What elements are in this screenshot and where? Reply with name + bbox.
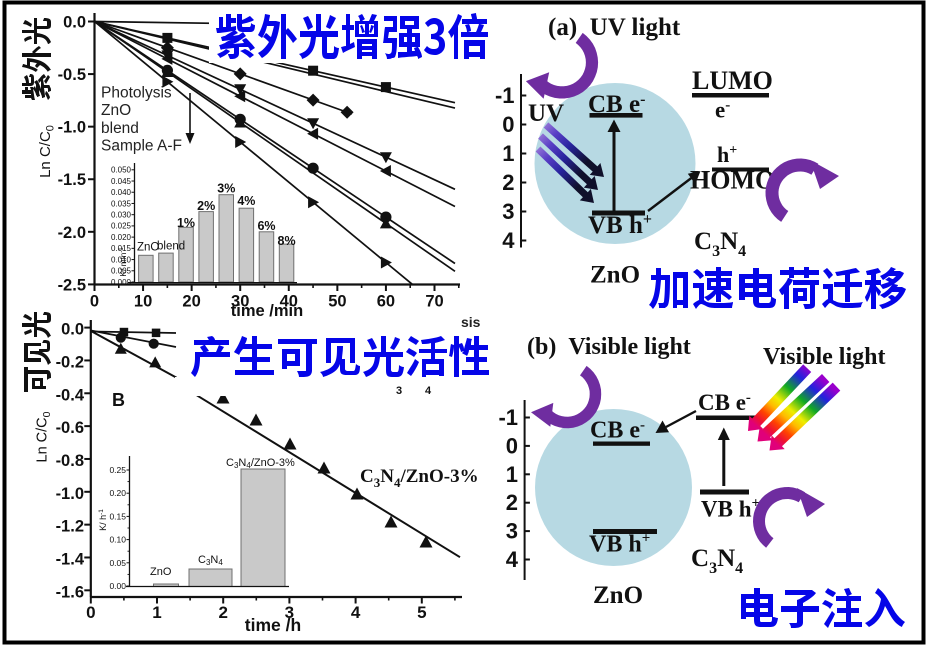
svg-text:0.045: 0.045	[111, 177, 132, 186]
svg-text:3: 3	[506, 519, 518, 544]
svg-text:6%: 6%	[257, 219, 275, 233]
svg-text:ZnO: ZnO	[593, 582, 643, 609]
svg-text:Ln C/C0: Ln C/C0	[37, 125, 57, 178]
svg-text:1%: 1%	[177, 216, 195, 230]
svg-text:HOMO: HOMO	[690, 166, 775, 195]
svg-text:1: 1	[506, 462, 518, 487]
svg-text:Visible light: Visible light	[763, 344, 885, 370]
svg-text:B: B	[112, 390, 125, 410]
svg-text:0.050: 0.050	[111, 166, 132, 175]
svg-text:0.05: 0.05	[109, 558, 126, 568]
svg-text:40: 40	[280, 293, 298, 311]
svg-text:(b) Visible light: (b) Visible light	[527, 334, 691, 360]
svg-text:ZnO: ZnO	[590, 262, 640, 289]
svg-text:Sample A-F: Sample A-F	[101, 138, 182, 155]
svg-text:ZnO: ZnO	[150, 566, 172, 578]
svg-text:0.20: 0.20	[109, 488, 126, 498]
svg-text:-2.5: -2.5	[58, 276, 86, 294]
svg-text:-0.8: -0.8	[56, 452, 84, 470]
svg-text:-1: -1	[495, 83, 515, 108]
svg-text:50: 50	[328, 293, 346, 311]
svg-text:-0.4: -0.4	[56, 386, 85, 404]
svg-text:C3N4/ZnO-3%: C3N4/ZnO-3%	[226, 457, 295, 470]
svg-text:0: 0	[506, 433, 518, 458]
svg-text:-1: -1	[498, 405, 518, 430]
svg-text:ZnO: ZnO	[101, 102, 131, 119]
svg-text:3%: 3%	[217, 182, 235, 196]
svg-text:3: 3	[502, 199, 514, 224]
svg-text:-1.2: -1.2	[56, 518, 84, 536]
svg-text:-1.6: -1.6	[56, 583, 84, 601]
svg-text:-0.5: -0.5	[58, 66, 86, 84]
svg-text:C3N4: C3N4	[198, 554, 223, 567]
svg-text:20: 20	[182, 293, 200, 311]
svg-text:10: 10	[134, 293, 152, 311]
svg-text:4: 4	[506, 547, 519, 572]
svg-text:0.000: 0.000	[111, 278, 132, 287]
svg-text:blend: blend	[101, 120, 139, 137]
svg-text:CB e-: CB e-	[698, 390, 751, 415]
svg-text:60: 60	[377, 293, 395, 311]
svg-text:0: 0	[86, 603, 95, 622]
svg-text:time /h: time /h	[245, 615, 301, 635]
svg-text:VB h+: VB h+	[701, 496, 760, 522]
svg-text:C3N4: C3N4	[694, 228, 746, 260]
svg-text:Ln C/C0: Ln C/C0	[35, 411, 54, 462]
svg-text:4: 4	[425, 385, 432, 397]
svg-text:0.030: 0.030	[111, 211, 132, 220]
svg-text:0.00: 0.00	[109, 581, 126, 591]
svg-text:C3N4/ZnO-3%: C3N4/ZnO-3%	[360, 466, 479, 490]
svg-text:5: 5	[417, 603, 426, 622]
svg-text:-2.0: -2.0	[58, 224, 86, 242]
svg-text:VB h+: VB h+	[588, 211, 652, 239]
svg-text:2: 2	[502, 170, 514, 195]
svg-text:1: 1	[502, 141, 514, 166]
svg-text:0.010: 0.010	[111, 255, 132, 264]
svg-text:1: 1	[152, 603, 161, 622]
svg-text:Photolysis: Photolysis	[101, 85, 172, 102]
svg-text:-1.0: -1.0	[58, 119, 86, 137]
svg-text:0.15: 0.15	[109, 511, 126, 521]
svg-text:0.005: 0.005	[111, 267, 132, 276]
svg-text:8%: 8%	[278, 234, 296, 248]
svg-text:0.025: 0.025	[111, 222, 132, 231]
svg-text:0: 0	[502, 112, 514, 137]
svg-text:70: 70	[425, 293, 443, 311]
svg-text:2%: 2%	[197, 199, 215, 213]
svg-text:-1.0: -1.0	[56, 485, 84, 503]
svg-text:2: 2	[218, 603, 227, 622]
svg-text:0.020: 0.020	[111, 233, 132, 242]
svg-text:VB h+: VB h+	[589, 531, 650, 558]
svg-text:0.015: 0.015	[111, 244, 132, 253]
svg-text:0.040: 0.040	[111, 188, 132, 197]
svg-text:30: 30	[231, 293, 249, 311]
svg-text:blend: blend	[157, 241, 185, 253]
svg-text:-0.2: -0.2	[56, 353, 84, 371]
svg-text:0.035: 0.035	[111, 199, 132, 208]
svg-text:K/ h-1: K/ h-1	[98, 509, 108, 531]
svg-text:3: 3	[285, 603, 294, 622]
svg-text:2: 2	[506, 490, 518, 515]
svg-text:4%: 4%	[237, 194, 255, 208]
svg-text:0.10: 0.10	[109, 535, 126, 545]
svg-text:K/ min-1: K/ min-1	[118, 247, 128, 277]
svg-text:0.0: 0.0	[61, 321, 84, 339]
svg-text:4: 4	[502, 228, 515, 253]
svg-text:0.25: 0.25	[109, 465, 126, 475]
svg-text:-0.6: -0.6	[56, 419, 84, 437]
svg-text:-1.5: -1.5	[58, 171, 86, 189]
svg-text:0: 0	[90, 293, 99, 311]
svg-text:LUMO: LUMO	[692, 66, 773, 95]
svg-text:0.0: 0.0	[63, 14, 86, 32]
svg-text:(a) UV light: (a) UV light	[548, 14, 681, 41]
svg-text:-1.4: -1.4	[56, 551, 85, 569]
svg-text:ZnO: ZnO	[137, 242, 159, 254]
svg-text:CB e-: CB e-	[590, 418, 645, 444]
svg-text:3: 3	[396, 385, 402, 397]
svg-text:time /min: time /min	[231, 302, 303, 320]
svg-text:sis: sis	[461, 314, 481, 330]
svg-text:4: 4	[351, 603, 361, 622]
svg-text:C3N4: C3N4	[691, 545, 743, 577]
svg-text:UV: UV	[528, 100, 564, 127]
